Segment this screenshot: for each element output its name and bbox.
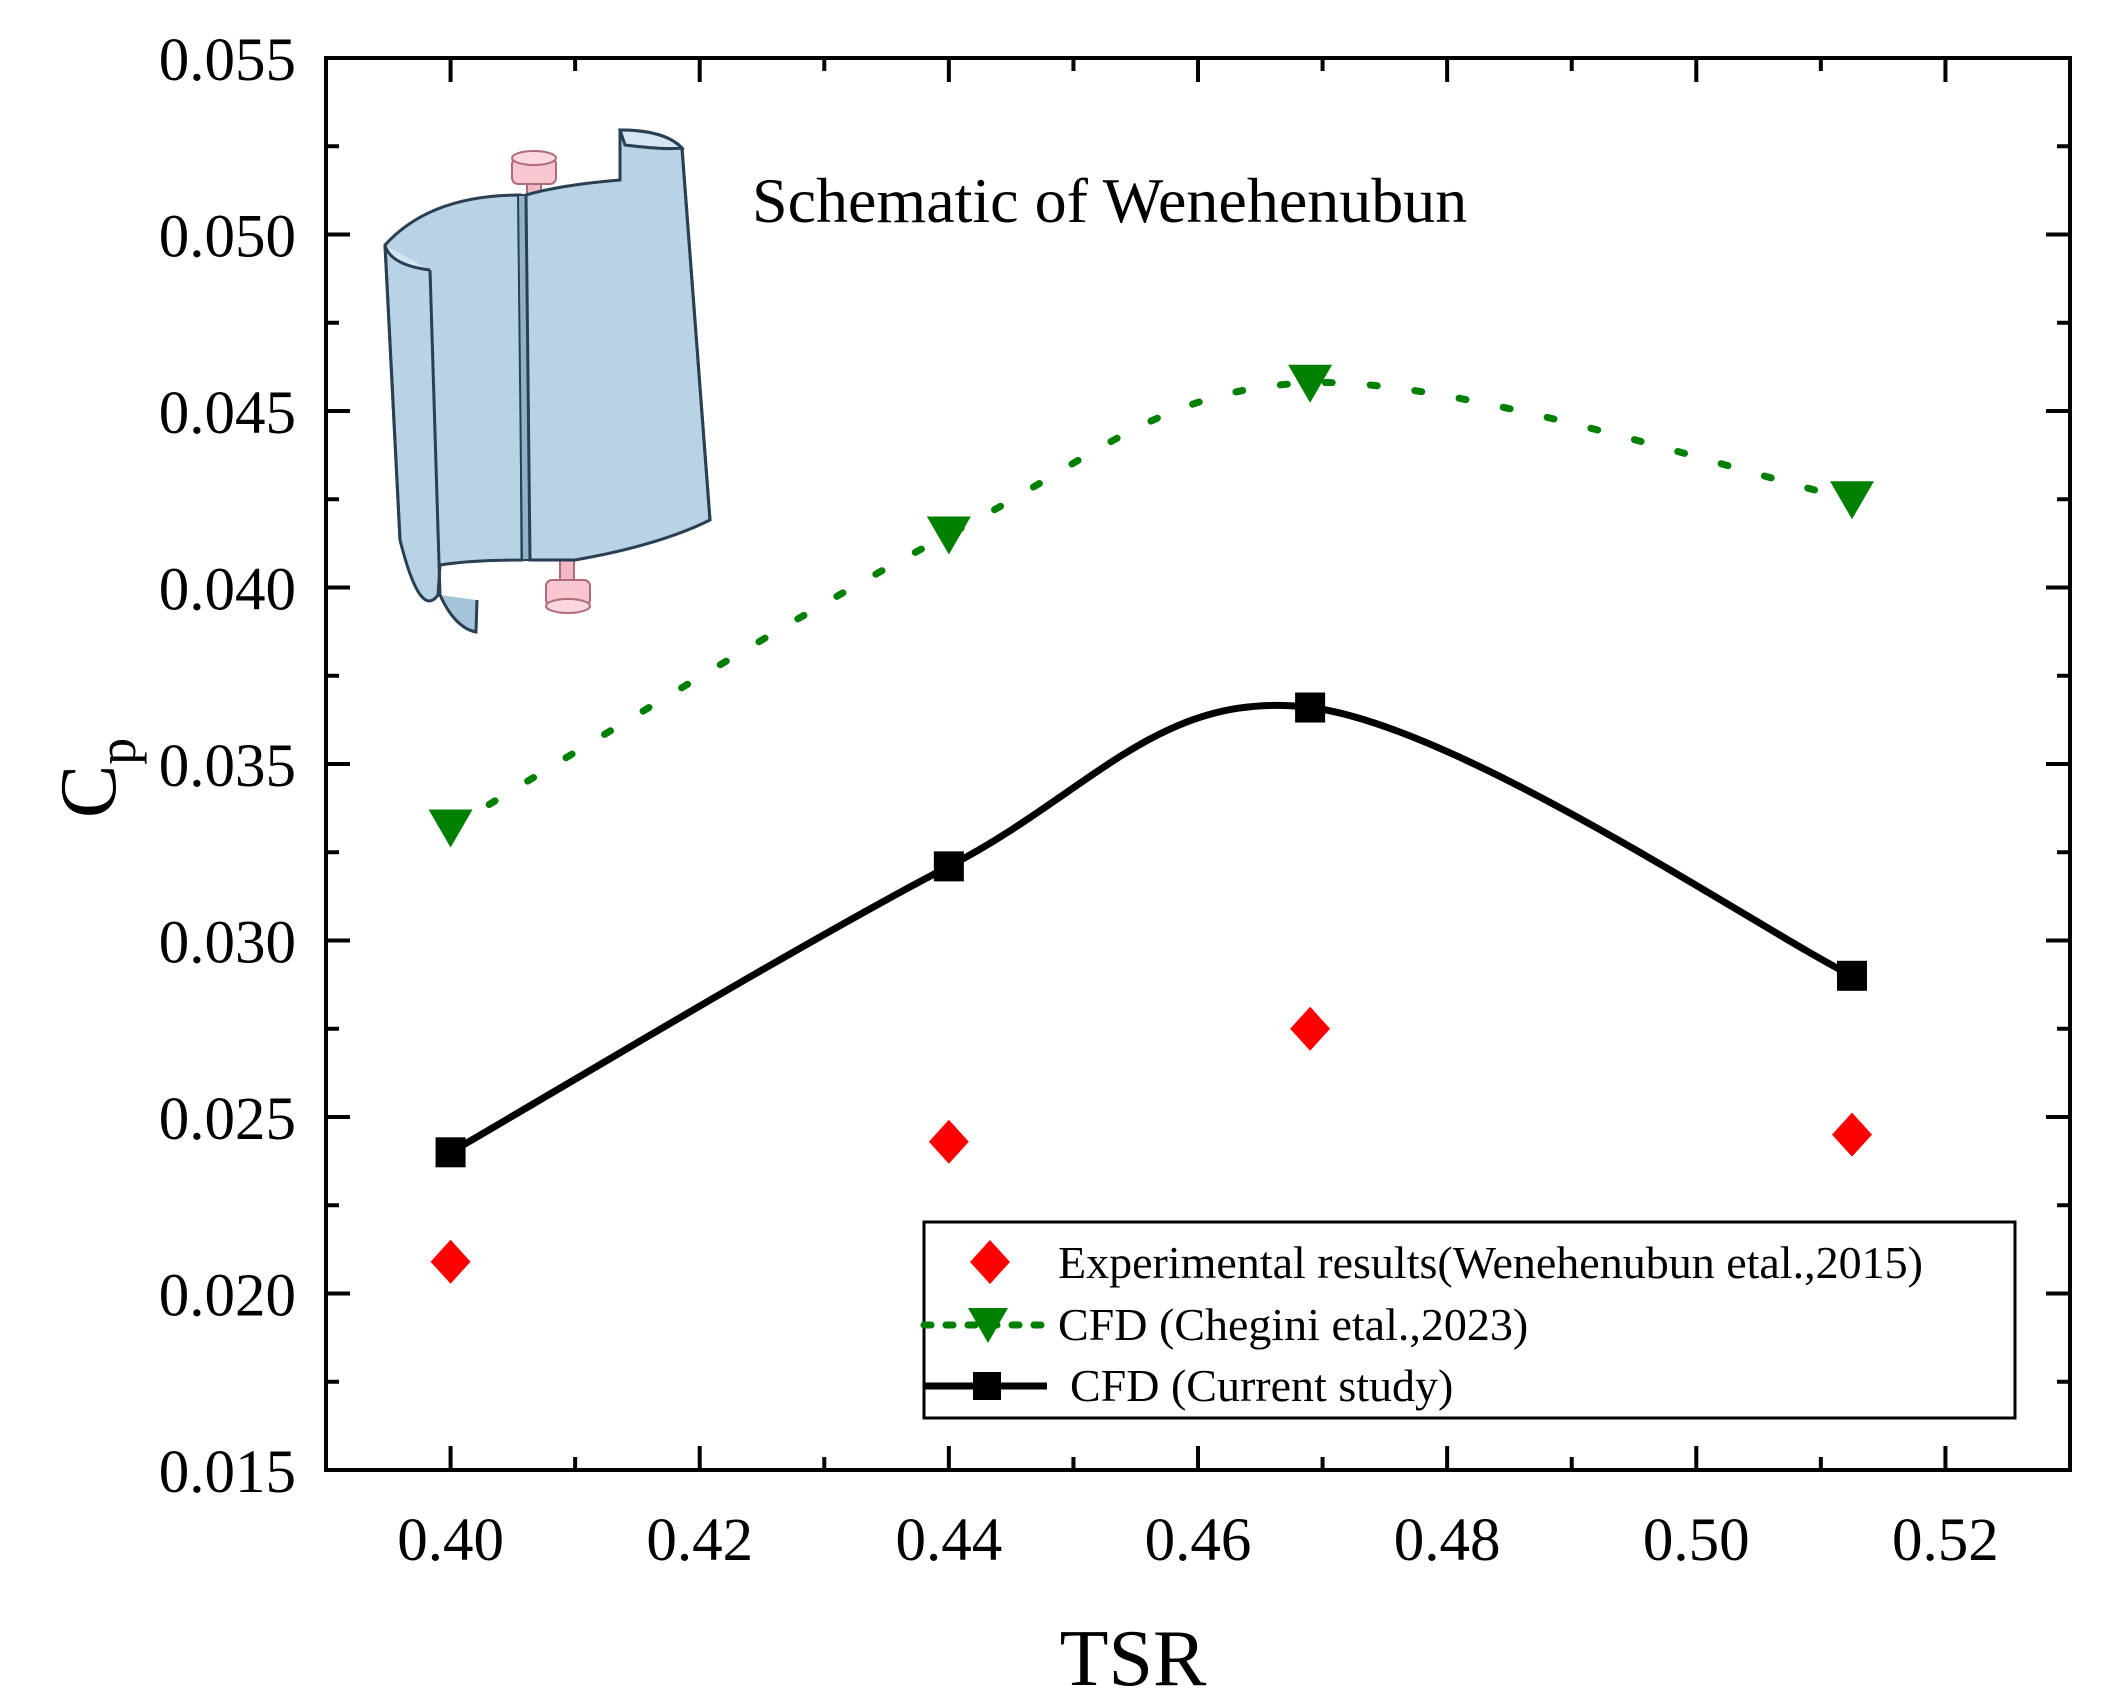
data-point-triangle [1830,481,1874,520]
schematic-caption: Schematic of Wenehenubun [752,165,1467,236]
y-tick-label: 0.050 [159,204,296,271]
series-triangle-down [428,364,1874,848]
series-layer [428,364,1874,1284]
y-axis-title-letter: Cp [45,738,147,818]
x-tick-label: 0.48 [1394,1507,1501,1574]
y-tick-label: 0.020 [159,1263,296,1330]
data-point-square [933,851,964,882]
legend-label-current: CFD (Current study) [1070,1360,1453,1411]
series-line-dotted [447,379,1856,832]
y-tick-label: 0.040 [159,557,296,624]
turbine-schematic-illustration [383,128,712,634]
y-axis-title: C [45,765,133,818]
data-point-diamond [928,1119,969,1164]
x-axis-title: TSR [1060,1615,1207,1703]
series-line-solid [448,701,1854,1156]
y-tick-label: 0.025 [159,1086,296,1153]
y-tick-label: 0.045 [159,380,296,447]
legend-item-current: CFD (Current study) [924,1360,1453,1411]
y-tick-label: 0.015 [159,1439,296,1506]
legend-label-chegini: CFD (Chegini etal.,2023) [1058,1299,1528,1350]
x-tick-label: 0.46 [1145,1507,1252,1574]
legend-box [922,1220,2017,1420]
x-tick-label: 0.52 [1892,1507,1999,1574]
data-point-triangle [1288,364,1333,403]
y-tick-label: 0.035 [159,733,296,800]
plot-frame [324,56,2072,1472]
legend-item-experimental: Experimental results(Wenehenubun etal.,2… [970,1237,1923,1288]
x-tick-label: 0.40 [397,1507,504,1574]
legend-marker-square [973,1372,1001,1400]
y-axis-title-group: Cp [45,738,147,818]
x-tick-label: 0.50 [1643,1507,1750,1574]
data-point-diamond [430,1239,471,1284]
y-tick-label: 0.055 [159,27,296,94]
legend-label-experimental: Experimental results(Wenehenubun etal.,2… [1058,1237,1923,1288]
data-point-square [1295,692,1326,723]
data-point-diamond [1290,1006,1331,1051]
x-tick-label: 0.44 [895,1507,1002,1574]
legend-marker-diamond [970,1240,1010,1284]
y-axis-title-subscript: p [87,738,147,765]
legend: Experimental results(Wenehenubun etal.,2… [920,1220,2017,1420]
series-diamond [430,1006,1872,1284]
series-square [435,692,1867,1168]
data-point-triangle [428,809,473,848]
data-point-square [435,1137,466,1168]
data-point-triangle [926,516,971,555]
legend-item-chegini: CFD (Chegini etal.,2023) [920,1299,1528,1350]
data-point-square [1837,960,1867,991]
y-tick-label: 0.030 [159,910,296,977]
legend-marker-triangle [968,1308,1008,1343]
x-tick-labels: 0.40 0.42 0.44 0.46 0.48 0.50 0.52 [397,1507,1999,1574]
y-tick-labels: 0.015 0.020 0.025 0.030 0.035 0.040 0.045 0.050… [159,27,296,1506]
axis-ticks [324,56,2072,1472]
data-point-diamond [1832,1112,1872,1157]
x-tick-label: 0.42 [646,1507,753,1574]
